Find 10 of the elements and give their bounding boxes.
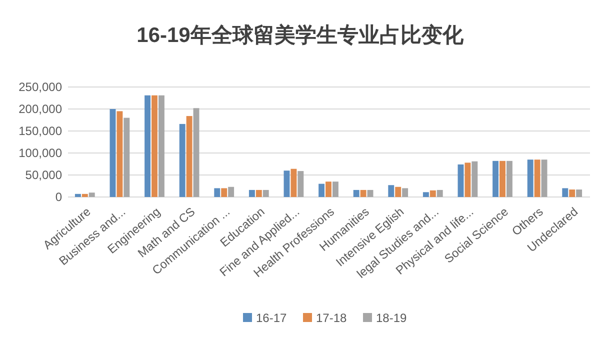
legend-label: 18-19 xyxy=(376,311,408,325)
y-tick-label: 200,000 xyxy=(18,102,62,116)
y-tick-label: 0 xyxy=(55,190,62,204)
legend-label: 17-18 xyxy=(316,311,348,325)
title: 16-19年全球留美学生专业占比变化 xyxy=(136,24,464,47)
legend-label: 16-17 xyxy=(256,311,288,325)
y-tick-label: 150,000 xyxy=(18,124,62,138)
y-tick-label: 100,000 xyxy=(18,146,62,160)
y-tick-label: 50,000 xyxy=(25,168,62,182)
y-tick-label: 250,000 xyxy=(18,80,62,94)
